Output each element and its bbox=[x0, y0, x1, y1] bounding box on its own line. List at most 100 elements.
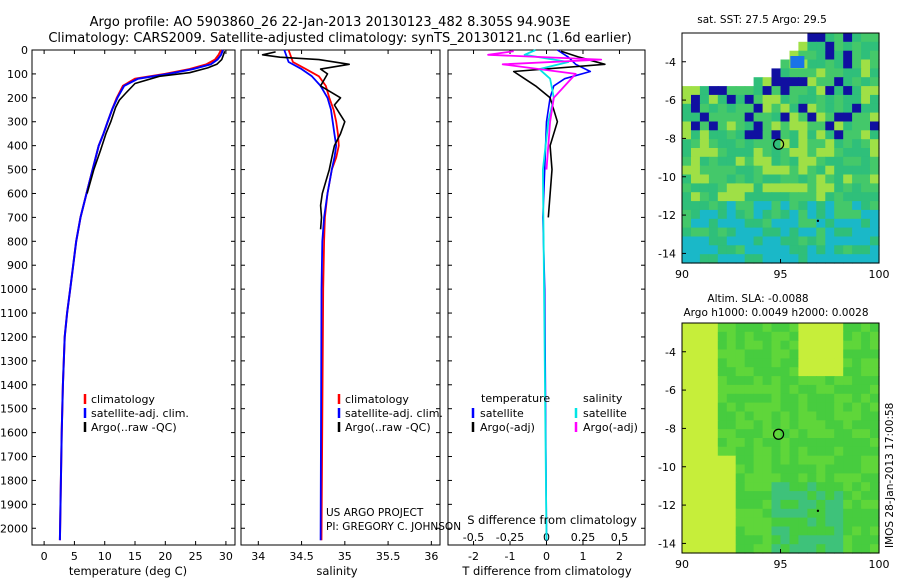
map-cell bbox=[861, 227, 871, 237]
map-cell bbox=[699, 349, 710, 359]
map-cell bbox=[753, 50, 764, 61]
map-cell bbox=[699, 77, 710, 87]
map-cell bbox=[789, 499, 800, 510]
map-cell bbox=[789, 331, 800, 342]
map-cell bbox=[870, 508, 880, 519]
map-cell bbox=[753, 192, 764, 202]
y-tick-label: -10 bbox=[658, 461, 676, 474]
map-cell bbox=[708, 201, 719, 211]
map-cell bbox=[753, 41, 764, 52]
map-cell bbox=[825, 33, 835, 43]
map-cell bbox=[726, 33, 737, 43]
map-cell bbox=[780, 331, 791, 342]
map-cell bbox=[816, 112, 826, 122]
map-cell bbox=[789, 50, 800, 61]
y-tick-label: 300 bbox=[7, 116, 28, 129]
map-cell bbox=[807, 201, 817, 211]
map-cell bbox=[834, 384, 844, 395]
map-cell bbox=[816, 393, 826, 404]
map-cell bbox=[789, 227, 800, 237]
map-cell bbox=[834, 103, 844, 114]
y-tick-label: 200 bbox=[7, 92, 28, 105]
map-cell bbox=[789, 358, 800, 368]
map-cell bbox=[699, 130, 710, 140]
map-cell bbox=[807, 491, 817, 501]
map-cell bbox=[726, 59, 737, 69]
map-cell bbox=[682, 384, 692, 395]
map-cell bbox=[798, 491, 808, 501]
map-cell bbox=[807, 340, 817, 351]
map-cell bbox=[699, 402, 710, 412]
map-cell bbox=[708, 227, 719, 237]
map-cell bbox=[798, 103, 808, 114]
map-cell bbox=[708, 94, 719, 105]
map-cell bbox=[816, 156, 826, 167]
map-cell bbox=[744, 236, 755, 246]
map-cell bbox=[717, 411, 728, 421]
map-cell bbox=[798, 464, 808, 474]
map-cell bbox=[744, 174, 755, 184]
map-cell bbox=[780, 227, 791, 237]
map-cell bbox=[762, 508, 773, 519]
map-cell bbox=[861, 165, 871, 176]
map-cell bbox=[708, 340, 719, 351]
map-cell bbox=[852, 209, 862, 220]
map-cell bbox=[861, 393, 871, 404]
map-cell bbox=[798, 349, 808, 359]
map-cell bbox=[780, 209, 791, 220]
map-cell bbox=[834, 358, 844, 368]
map-cell bbox=[780, 384, 791, 395]
map-cell bbox=[798, 526, 808, 536]
map-cell bbox=[852, 323, 862, 333]
map-cell bbox=[726, 227, 737, 237]
map-cell bbox=[717, 535, 728, 545]
map-cell bbox=[744, 183, 755, 193]
map-cell bbox=[699, 86, 710, 96]
map-cell bbox=[735, 174, 746, 184]
map-cell bbox=[691, 156, 701, 167]
map-cell bbox=[834, 482, 844, 492]
map-cell bbox=[843, 358, 853, 368]
map-cell bbox=[870, 411, 880, 421]
map-cell bbox=[852, 201, 862, 211]
map-cell bbox=[762, 402, 773, 412]
map-cell bbox=[780, 103, 791, 114]
map-cell bbox=[834, 429, 844, 439]
map-cell bbox=[852, 165, 862, 176]
map-cell bbox=[852, 499, 862, 510]
map-cell bbox=[789, 130, 800, 140]
map-cell bbox=[753, 499, 764, 510]
y-tick-label: 1800 bbox=[0, 474, 28, 487]
map-cell bbox=[735, 508, 746, 519]
map-cell bbox=[798, 411, 808, 421]
map-cell bbox=[780, 183, 791, 193]
map-cell bbox=[798, 455, 808, 466]
legend-label: Argo(..raw -QC) bbox=[345, 421, 431, 434]
map-cell bbox=[816, 41, 826, 52]
map-cell bbox=[798, 499, 808, 510]
map-cell bbox=[726, 218, 737, 229]
map-cell bbox=[726, 358, 737, 368]
map-cell bbox=[861, 112, 871, 122]
map-cell bbox=[843, 254, 853, 264]
map-cell bbox=[789, 103, 800, 114]
map-cell bbox=[852, 367, 862, 377]
map-cell bbox=[682, 323, 692, 333]
map-cell bbox=[852, 473, 862, 483]
map-cell bbox=[744, 411, 755, 421]
map-cell bbox=[762, 384, 773, 395]
map-cell bbox=[699, 393, 710, 404]
map-cell bbox=[816, 464, 826, 474]
map-cell bbox=[762, 218, 773, 229]
map-cell bbox=[682, 455, 692, 466]
map-cell bbox=[807, 384, 817, 395]
map-cell bbox=[870, 201, 880, 211]
x-tick-label: 0 bbox=[543, 550, 550, 563]
map-cell bbox=[789, 94, 800, 105]
map-cell bbox=[780, 508, 791, 519]
map-cell bbox=[717, 464, 728, 474]
map-cell bbox=[691, 41, 701, 52]
sla-map-title-2: Argo h1000: 0.0049 h2000: 0.0028 bbox=[683, 307, 868, 319]
map-cell-marker bbox=[790, 56, 805, 68]
